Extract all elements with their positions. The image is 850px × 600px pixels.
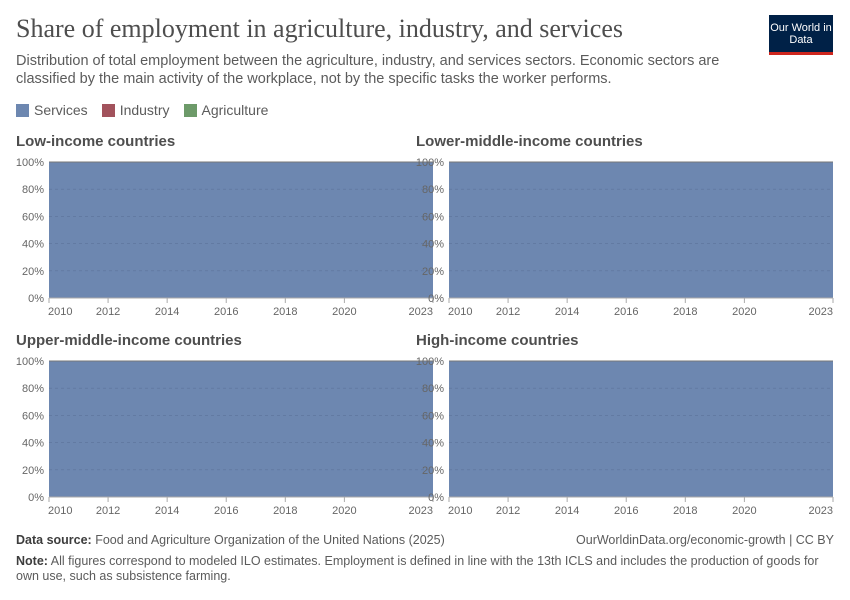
panel-0: Low-income countries 0% 20% 40% 60% 80% 100% 20…	[16, 133, 434, 318]
note-text: All figures correspond to modeled ILO es…	[16, 554, 819, 583]
x-tick-label: 2020	[732, 306, 756, 318]
source-label: Data source:	[16, 533, 92, 547]
y-tick-label: 80%	[422, 383, 444, 395]
y-tick-label: 20%	[422, 266, 444, 278]
source-text: Food and Agriculture Organization of the…	[95, 533, 445, 547]
y-tick-label: 80%	[22, 383, 44, 395]
x-tick-label: 2010	[448, 505, 472, 517]
x-tick-label: 2012	[496, 505, 520, 517]
x-tick-label: 2023	[809, 505, 833, 517]
x-tick-label: 2012	[96, 306, 120, 318]
panel-1: Lower-middle-income countries 0% 20% 40% 60%…	[416, 133, 834, 318]
x-tick-label: 2010	[448, 306, 472, 318]
x-tick-label: 2023	[409, 306, 433, 318]
panel-2: Upper-middle-income countries 0% 20% 40% 60%…	[16, 332, 434, 517]
area-services[interactable]	[449, 361, 833, 497]
x-tick-label: 2018	[273, 505, 297, 517]
x-tick-label: 2010	[48, 306, 72, 318]
legend-item-services[interactable]: Services	[16, 102, 88, 118]
x-tick-label: 2020	[332, 306, 356, 318]
y-tick-label: 100%	[416, 356, 444, 368]
y-tick-label: 40%	[22, 438, 44, 450]
x-tick-label: 2010	[48, 505, 72, 517]
legend-label: Agriculture	[201, 102, 269, 118]
y-tick-label: 40%	[422, 438, 444, 450]
y-tick-label: 0%	[428, 293, 444, 305]
panel-3: High-income countries 0% 20% 40% 60% 80% 100% 2…	[416, 332, 834, 517]
y-tick-label: 60%	[22, 410, 44, 422]
y-tick-label: 100%	[16, 157, 44, 169]
y-tick-label: 100%	[416, 157, 444, 169]
y-tick-label: 60%	[422, 211, 444, 223]
y-tick-label: 60%	[22, 211, 44, 223]
legend-swatch	[183, 103, 197, 117]
panel-title: Lower-middle-income countries	[416, 133, 643, 150]
note: Note: All figures correspond to modeled …	[16, 554, 834, 584]
legend-label: Industry	[119, 102, 170, 118]
panel-title: High-income countries	[416, 332, 579, 349]
x-tick-label: 2020	[332, 505, 356, 517]
x-tick-label: 2012	[496, 306, 520, 318]
x-tick-label: 2014	[555, 505, 579, 517]
legend-item-agriculture[interactable]: Agriculture	[183, 102, 269, 118]
data-source: Data source: Food and Agriculture Organi…	[16, 533, 834, 548]
x-tick-label: 2014	[555, 306, 579, 318]
y-tick-label: 20%	[422, 465, 444, 477]
owid-logo[interactable]: Our World in Data	[769, 15, 833, 55]
legend-swatch	[101, 103, 115, 117]
y-tick-label: 0%	[428, 492, 444, 504]
legend: Services Industry Agriculture	[16, 102, 268, 118]
x-tick-label: 2016	[214, 306, 238, 318]
panel-title: Low-income countries	[16, 133, 175, 150]
x-tick-label: 2016	[614, 505, 638, 517]
x-tick-label: 2014	[155, 306, 179, 318]
legend-swatch	[16, 103, 29, 117]
source-url[interactable]: OurWorldinData.org/economic-growth | CC …	[576, 533, 834, 547]
y-tick-label: 20%	[22, 465, 44, 477]
x-tick-label: 2012	[96, 505, 120, 517]
footer: Data source: Food and Agriculture Organi…	[16, 533, 834, 584]
area-services[interactable]	[449, 162, 833, 298]
x-tick-label: 2018	[673, 505, 697, 517]
y-tick-label: 100%	[16, 356, 44, 368]
y-tick-label: 0%	[28, 293, 44, 305]
y-tick-label: 60%	[422, 410, 444, 422]
x-tick-label: 2018	[673, 306, 697, 318]
x-tick-label: 2016	[614, 306, 638, 318]
y-tick-label: 0%	[28, 492, 44, 504]
note-label: Note:	[16, 554, 48, 568]
x-tick-label: 2014	[155, 505, 179, 517]
chart-title: Share of employment in agriculture, indu…	[16, 14, 623, 43]
x-tick-label: 2023	[409, 505, 433, 517]
area-services[interactable]	[49, 162, 433, 298]
legend-label: Services	[34, 102, 88, 118]
y-tick-label: 40%	[422, 239, 444, 251]
area-services[interactable]	[49, 361, 433, 497]
panel-title: Upper-middle-income countries	[16, 332, 242, 349]
y-tick-label: 20%	[22, 266, 44, 278]
small-multiples-chart: Low-income countries 0% 20% 40% 60% 80% 100% 20…	[16, 133, 834, 517]
chart-subtitle: Distribution of total employment between…	[16, 53, 720, 87]
y-tick-label: 80%	[22, 184, 44, 196]
x-tick-label: 2016	[214, 505, 238, 517]
y-tick-label: 40%	[22, 239, 44, 251]
x-tick-label: 2018	[273, 306, 297, 318]
x-tick-label: 2023	[809, 306, 833, 318]
x-tick-label: 2020	[732, 505, 756, 517]
y-tick-label: 80%	[422, 184, 444, 196]
legend-item-industry[interactable]: Industry	[101, 102, 170, 118]
